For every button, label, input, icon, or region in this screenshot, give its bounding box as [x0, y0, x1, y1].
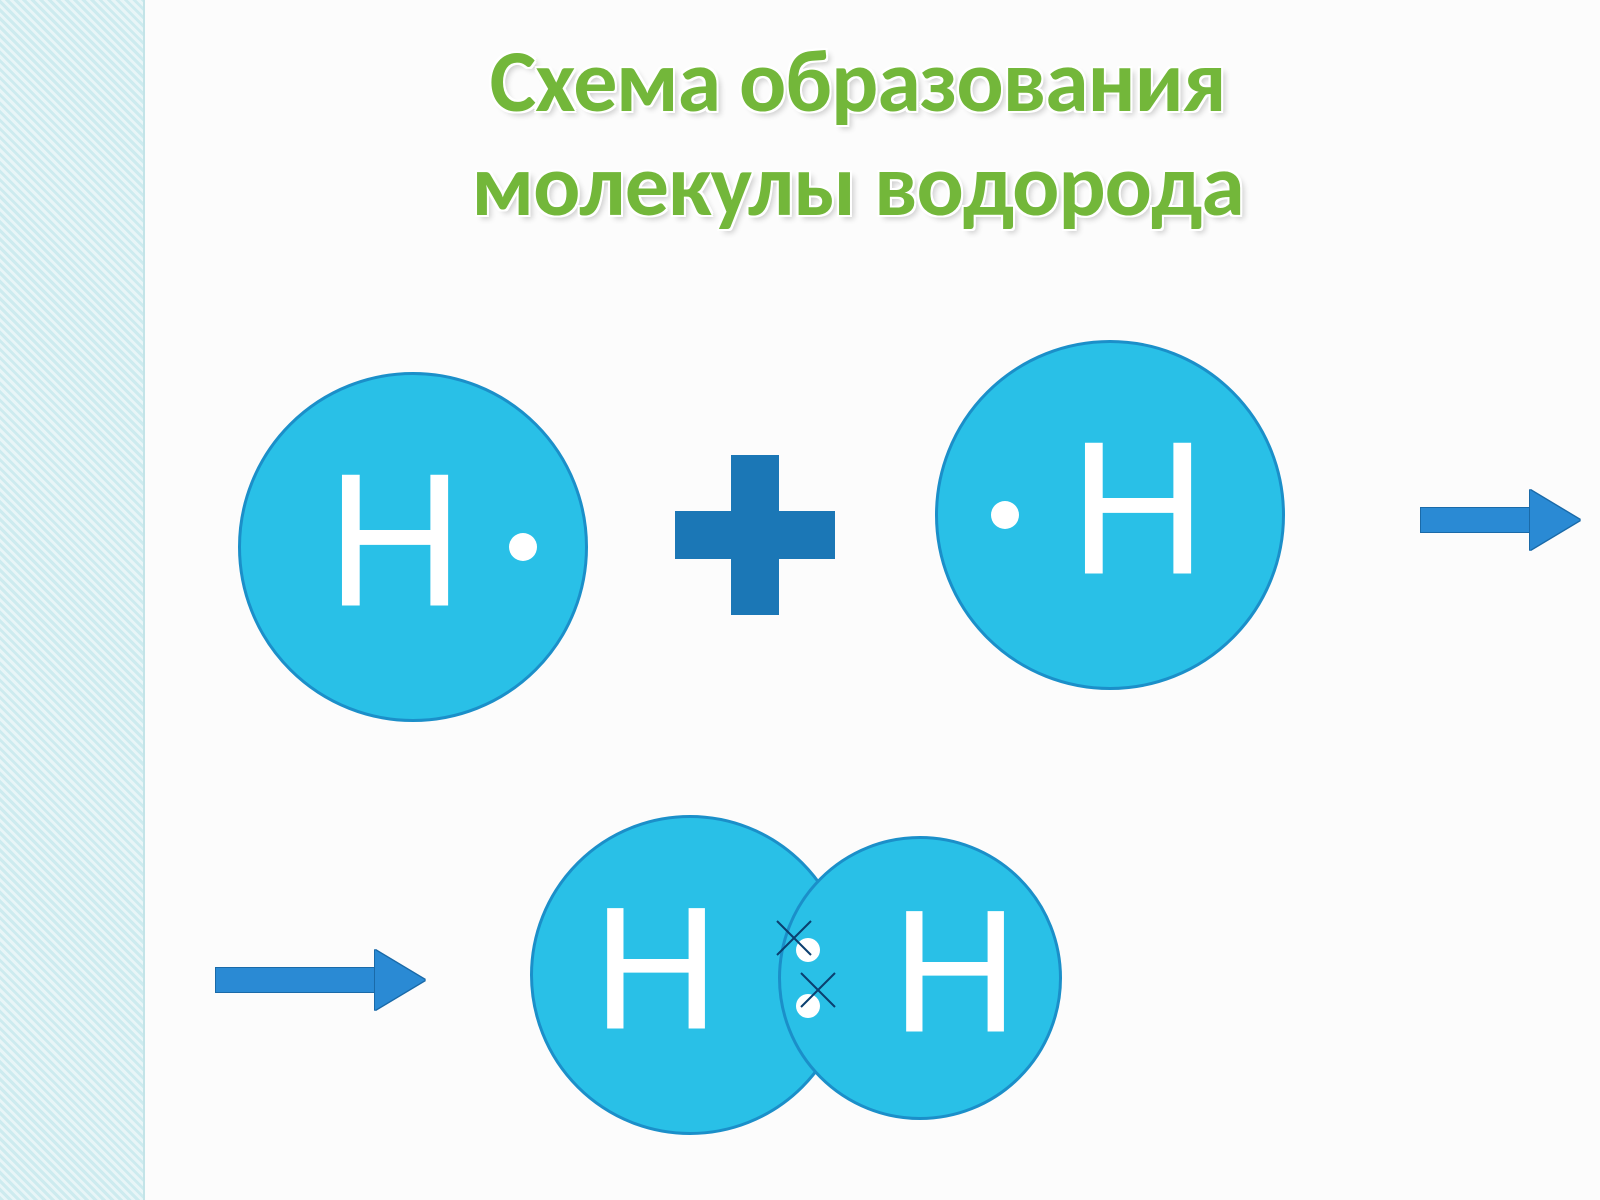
- atom-letter: H: [326, 431, 463, 649]
- bond-x-mark: [797, 969, 839, 1011]
- slide-title: Схема образования молекулы водорода: [145, 30, 1570, 238]
- title-line-1: Схема образования: [145, 30, 1570, 134]
- decorative-sidebar: [0, 0, 145, 1200]
- electron-dot: [509, 533, 537, 561]
- title-line-2: молекулы водорода: [145, 134, 1570, 238]
- atom-letter: H: [593, 868, 719, 1069]
- atom-letter: H: [1069, 399, 1206, 617]
- electron-dot: [991, 501, 1019, 529]
- bond-x-mark: [773, 917, 815, 959]
- atom-letter: H: [892, 871, 1018, 1072]
